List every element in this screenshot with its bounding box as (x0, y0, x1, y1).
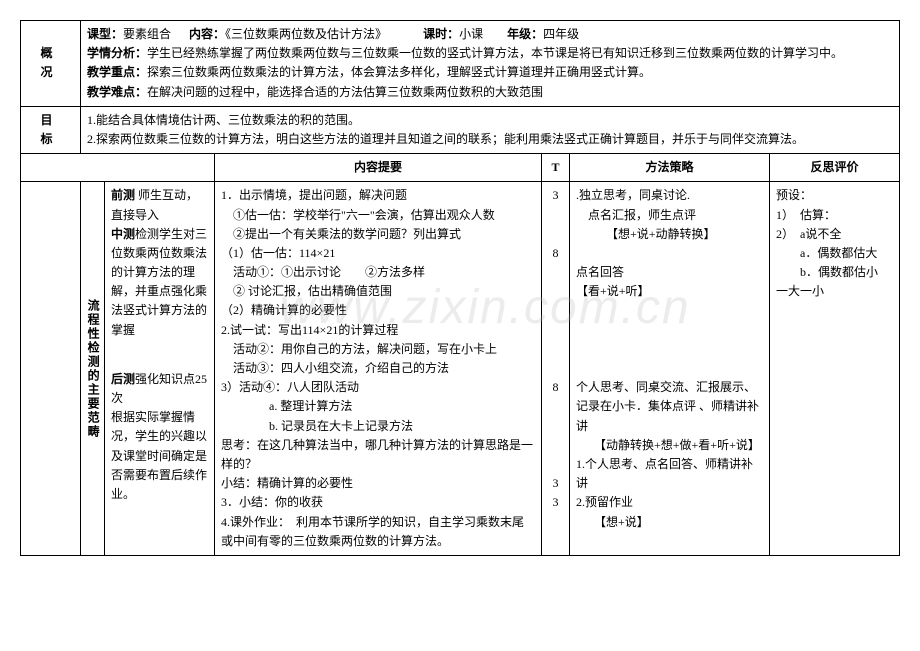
cl-0: 1．出示情境，提出问题，解决问题 (221, 186, 535, 205)
tv-3: 8 (548, 244, 563, 263)
xueqing-label: 学情分析： (87, 46, 147, 60)
goal-label: 目 标 (21, 106, 81, 153)
nianji-val: 四年级 (543, 27, 579, 41)
zhongdian-val: 探索三位数乘两位数乘法的计算方法，体会算法多样化，理解竖式计算道理并正确用竖式计… (147, 65, 651, 79)
sl-1: 点名汇报，师生点评 (576, 206, 763, 225)
zhong-t: 检测学生对三位数乘两位数乘法的计算方法的理解，并重点强化乘法竖式计算方法的掌握 (111, 227, 207, 337)
cl-8: 活动②：用你自己的方法，解决问题，写在小卡上 (221, 340, 535, 359)
hou-b: 后测 (111, 372, 135, 386)
cl-9: 活动③：四人小组交流，介绍自己的方法 (221, 359, 535, 378)
cl-1: ①估一估：学校举行"六一"会演，估算出观众人数 (221, 206, 535, 225)
cl-14: 小结：精确计算的必要性 (221, 474, 535, 493)
goal-content: 1.能结合具体情境估计两、三位数乘法的积的范围。 2.探索两位数乘三位数的计算方… (81, 106, 900, 153)
tv-10: 8 (548, 378, 563, 397)
qian-b: 前测 (111, 188, 135, 202)
tv-16: 3 (548, 493, 563, 512)
nandian-label: 教学难点： (87, 85, 147, 99)
flow-vertical-label: 流程性检测的主要范畴 (81, 182, 105, 556)
cl-6: （2）精确计算的必要性 (221, 301, 535, 320)
cl-4: 活动①：①出示讨论 ②方法多样 (221, 263, 535, 282)
neirong-label: 内容： (189, 27, 225, 41)
cl-2: ②提出一个有关乘法的数学问题？列出算式 (221, 225, 535, 244)
tv-15: 3 (548, 474, 563, 493)
strategy-body: .独立思考，同桌讨论. 点名汇报，师生点评 【想+说+动静转换】 点名回答 【看… (570, 182, 770, 556)
sl-5: 【看+说+听】 (576, 282, 763, 301)
flow-phases: 前测 师生互动，直接导入 中测检测学生对三位数乘两位数乘法的计算方法的理解，并重… (105, 182, 215, 556)
sl-0: .独立思考，同桌讨论. (576, 186, 763, 205)
content-header: 内容提要 (215, 154, 542, 182)
cl-15: 3．小结：你的收获 (221, 493, 535, 512)
cl-11: a. 整理计算方法 (221, 397, 535, 416)
goal-1: 1.能结合具体情境估计两、三位数乘法的积的范围。 (87, 113, 360, 127)
rf-2c: 一大一小 (776, 282, 893, 301)
sl-13: 2.预留作业 (576, 493, 763, 512)
kexing-val: 要素组合 (123, 27, 171, 41)
rf-2b: b．偶数都估小 (776, 263, 893, 282)
rf-1: 1） 估算： (776, 206, 893, 225)
reflect-body: 预设： 1） 估算： 2） a说不全 a．偶数都估大 b．偶数都估小 一大一小 (770, 182, 900, 556)
cl-7: 2.试一试：写出114×21的计算过程 (221, 321, 535, 340)
t-body: 3 8 8 3 3 (542, 182, 570, 556)
tv-0: 3 (548, 186, 563, 205)
neirong-val: 《三位数乘两位数及估计方法》 (225, 27, 387, 41)
keshi-val: 小课 (459, 27, 483, 41)
keshi-label: 课时： (423, 27, 459, 41)
cl-5: ② 讨论汇报，估出精确值范围 (221, 282, 535, 301)
lesson-plan-table: 概 况 课型：要素组合 内容：《三位数乘两位数及估计方法》 课时：小课 年级：四… (20, 20, 900, 556)
rf-2: 2） a说不全 (776, 225, 893, 244)
overview-label: 概 况 (21, 21, 81, 107)
xueqing-val: 学生已经熟练掌握了两位数乘两位数与三位数乘一位数的竖式计算方法，本节课是将已有知… (147, 46, 843, 60)
zhong-b: 中测 (111, 227, 135, 241)
overview-content: 课型：要素组合 内容：《三位数乘两位数及估计方法》 课时：小课 年级：四年级 学… (81, 21, 900, 107)
sl-10: 个人思考、同桌交流、汇报展示、记录在小卡．集体点评 、师精讲补讲 (576, 378, 763, 436)
hou-t2: 根据实际掌握情况，学生的兴趣以及课堂时间确定是否需要布置后续作业。 (111, 408, 208, 504)
cl-12: b. 记录员在大卡上记录方法 (221, 417, 535, 436)
rf-2a: a．偶数都估大 (776, 244, 893, 263)
cl-10: 3）活动④：八人团队活动 (221, 378, 535, 397)
zhongdian-label: 教学重点： (87, 65, 147, 79)
goal-2: 2.探索两位数乘三位数的计算方法，明白这些方法的道理并且知道之间的联系；能利用乘… (87, 132, 804, 146)
blank-header (21, 154, 215, 182)
kexing-label: 课型： (87, 27, 123, 41)
sl-11: 【动静转换+想+做+看+听+说】 (576, 436, 763, 455)
flow-blank (21, 182, 81, 556)
strategy-header: 方法策略 (570, 154, 770, 182)
cl-13: 思考：在这几种算法当中，哪几种计算方法的计算思路是一样的？ (221, 436, 535, 474)
cl-3: （1）估一估：114×21 (221, 244, 535, 263)
sl-2: 【想+说+动静转换】 (576, 225, 763, 244)
t-header: T (542, 154, 570, 182)
reflect-header: 反思评价 (770, 154, 900, 182)
cl-16: 4.课外作业： 利用本节课所学的知识，自主学习乘数末尾或中间有零的三位数乘两位数… (221, 513, 535, 551)
content-body: 1．出示情境，提出问题，解决问题 ①估一估：学校举行"六一"会演，估算出观众人数… (215, 182, 542, 556)
sl-12: 1.个人思考、点名回答、师精讲补讲 (576, 455, 763, 493)
nandian-val: 在解决问题的过程中，能选择合适的方法估算三位数乘两位数积的大致范围 (147, 85, 543, 99)
rf-pre: 预设： (776, 186, 893, 205)
sl-14: 【想+说】 (576, 513, 763, 532)
nianji-label: 年级： (507, 27, 543, 41)
sl-4: 点名回答 (576, 263, 763, 282)
